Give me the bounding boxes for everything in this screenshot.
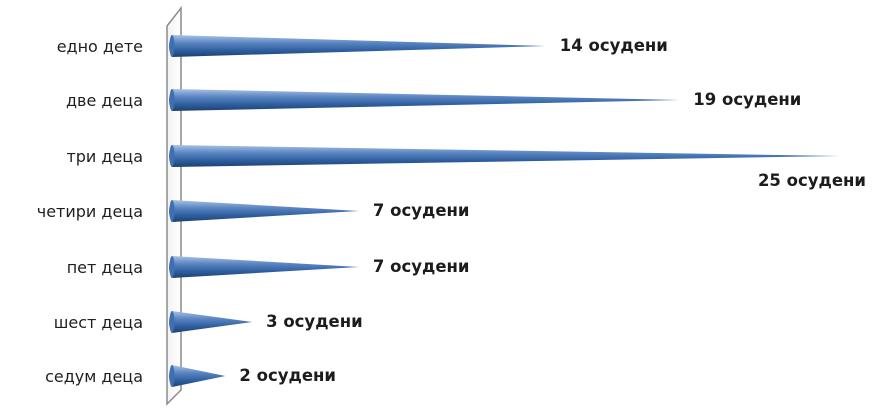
cone-base [169,89,175,111]
category-label: четири деца [37,202,143,221]
data-label: 14 осудени [560,36,668,55]
data-label: 7 осудени [373,201,470,220]
cone-bar [169,365,226,387]
data-label: 25 осудени [758,171,866,190]
category-labels: едно дете две деца три деца четири деца пет … [37,37,143,386]
category-label: шест деца [54,313,143,332]
cone-bar [169,200,359,222]
data-label: 2 осудени [239,366,336,385]
cone-base [169,311,175,333]
data-label: 19 осудени [693,90,801,109]
bars [169,35,840,387]
data-labels: 14 осудени 19 осудени 25 осудени 7 осудени 7… [239,36,866,385]
cone-base [169,145,175,167]
category-label: три деца [66,147,143,166]
cone-bar [169,89,680,111]
cone-bar [169,145,840,167]
cone-base [169,256,175,278]
cone-base [169,35,175,57]
cone-bar [169,256,359,278]
category-label: седум деца [45,367,143,386]
category-label: пет деца [67,258,143,277]
data-label: 3 осудени [266,312,363,331]
cone-base [169,365,175,387]
category-label: едно дете [57,37,143,56]
data-label: 7 осудени [373,257,470,276]
cone-bar [169,35,546,57]
cone-base [169,200,175,222]
cone-bar [169,311,253,333]
category-label: две деца [66,91,143,110]
